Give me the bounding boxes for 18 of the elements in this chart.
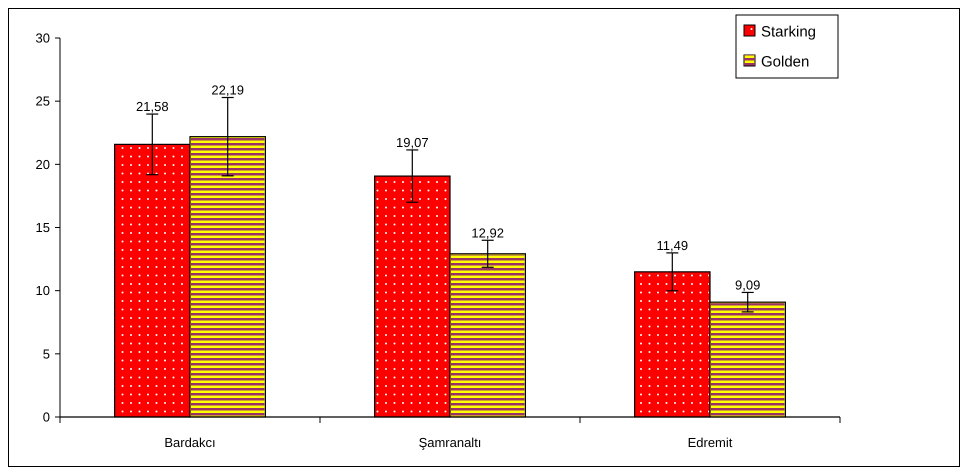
data-label: 21,58 — [136, 99, 169, 114]
y-tick-label: 10 — [36, 283, 50, 298]
data-label: 9,09 — [735, 277, 760, 292]
data-label: 11,49 — [656, 238, 688, 253]
legend-label: Golden — [761, 53, 810, 70]
legend-label: Starking — [761, 23, 816, 40]
data-label: 12,92 — [471, 225, 504, 240]
y-tick-label: 0 — [42, 410, 50, 425]
y-tick-label: 20 — [36, 156, 50, 172]
data-label: 19,07 — [396, 134, 429, 150]
x-tick-label: Bardakcı — [164, 435, 216, 450]
y-tick-label: 25 — [36, 94, 50, 109]
x-tick-label: Şamranaltı — [418, 435, 482, 450]
y-tick-label: 5 — [42, 346, 50, 362]
y-tick-label: 30 — [36, 30, 50, 46]
x-tick-label: Edremit — [688, 435, 733, 450]
y-tick-label: 15 — [36, 220, 50, 236]
data-label: 22,19 — [211, 82, 244, 98]
